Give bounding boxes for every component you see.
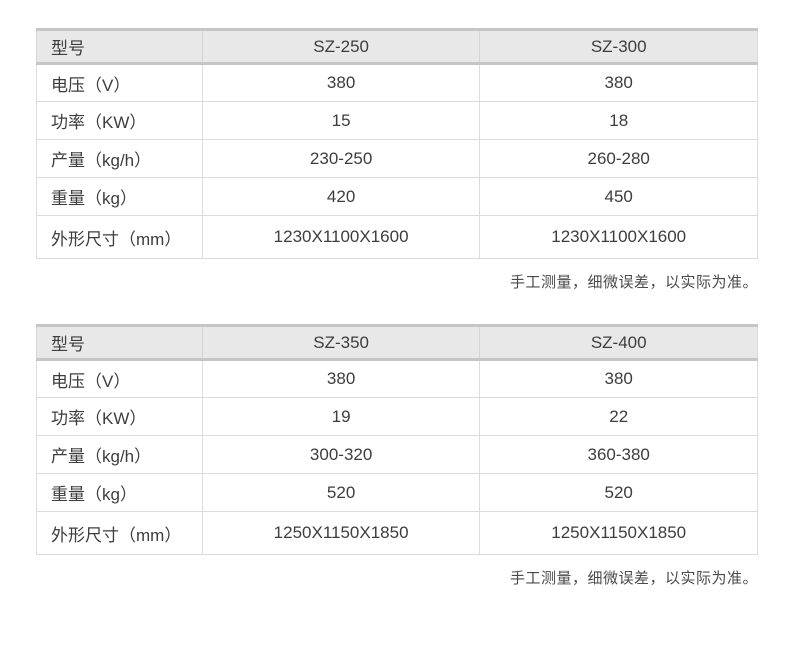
spec-label-cell: 电压（V） xyxy=(36,63,203,102)
spec-label-cell: 产量（kg/h） xyxy=(36,139,203,178)
spec-label-cell: 重量（kg） xyxy=(36,473,203,512)
spec-value-cell: 520 xyxy=(479,473,758,512)
table-row: 电压（V） 380 380 xyxy=(36,359,758,398)
table-row: 产量（kg/h） 230-250 260-280 xyxy=(36,139,758,178)
table-row: 重量（kg） 420 450 xyxy=(36,177,758,216)
spec-value-cell: 380 xyxy=(201,359,481,398)
spec-value-cell: 450 xyxy=(479,177,758,216)
spec-label-cell: 功率（KW） xyxy=(36,101,203,140)
spec-table-1-header: 型号 SZ-250 SZ-300 xyxy=(36,28,758,65)
spec-table-block-2: 型号 SZ-350 SZ-400 电压（V） 380 380 功率（KW） 19 22 产量（k… xyxy=(36,292,758,555)
spec-table-2: 型号 SZ-350 SZ-400 电压（V） 380 380 功率（KW） 19 22 产量（k… xyxy=(36,324,758,555)
spec-value-cell: 420 xyxy=(201,177,481,216)
spec-label-cell: 外形尺寸（mm） xyxy=(36,511,203,555)
spec-value-cell: 1230X1100X1600 xyxy=(201,215,481,259)
spec-label-cell: 功率（KW） xyxy=(36,397,203,436)
spec-value-cell: 380 xyxy=(201,63,481,102)
spec-value-cell: 230-250 xyxy=(201,139,481,178)
spec-table-1: 型号 SZ-250 SZ-300 电压（V） 380 380 功率（KW） 15 18 产量（k… xyxy=(36,28,758,259)
table-row: 功率（KW） 19 22 xyxy=(36,397,758,436)
spec-table-2-body: 电压（V） 380 380 功率（KW） 19 22 产量（kg/h） 300-320 360-… xyxy=(36,359,758,555)
spec-label-cell: 产量（kg/h） xyxy=(36,435,203,474)
spec-value-cell: 1250X1150X1850 xyxy=(201,511,481,555)
header-row: 型号 SZ-350 SZ-400 xyxy=(36,324,758,361)
spec-value-cell: 18 xyxy=(479,101,758,140)
model-header-cell: 型号 xyxy=(36,324,203,361)
spec-value-cell: 22 xyxy=(479,397,758,436)
spec-value-cell: 300-320 xyxy=(201,435,481,474)
spec-table-1-body: 电压（V） 380 380 功率（KW） 15 18 产量（kg/h） 230-250 260-… xyxy=(36,63,758,259)
measurement-note: 手工测量，细微误差，以实际为准。 xyxy=(509,274,758,291)
spec-value-cell: 19 xyxy=(201,397,481,436)
table-row: 外形尺寸（mm） 1250X1150X1850 1250X1150X1850 xyxy=(36,511,758,555)
spec-value-cell: 1250X1150X1850 xyxy=(479,511,758,555)
model-header-cell: 型号 xyxy=(36,28,203,65)
table-row: 外形尺寸（mm） 1230X1100X1600 1230X1100X1600 xyxy=(36,215,758,259)
spec-table-block-1: 型号 SZ-250 SZ-300 电压（V） 380 380 功率（KW） 15 18 产量（k… xyxy=(36,0,758,259)
spec-label-cell: 重量（kg） xyxy=(36,177,203,216)
model-name-cell: SZ-350 xyxy=(201,324,481,361)
spec-label-cell: 外形尺寸（mm） xyxy=(36,215,203,259)
measurement-note: 手工测量，细微误差，以实际为准。 xyxy=(509,570,758,587)
spec-value-cell: 15 xyxy=(201,101,481,140)
spec-table-2-header: 型号 SZ-350 SZ-400 xyxy=(36,324,758,361)
model-name-cell: SZ-300 xyxy=(479,28,758,65)
model-name-cell: SZ-400 xyxy=(479,324,758,361)
spec-value-cell: 380 xyxy=(479,359,758,398)
spec-label-cell: 电压（V） xyxy=(36,359,203,398)
table-row: 电压（V） 380 380 xyxy=(36,63,758,102)
header-row: 型号 SZ-250 SZ-300 xyxy=(36,28,758,65)
spec-value-cell: 1230X1100X1600 xyxy=(479,215,758,259)
table-row: 功率（KW） 15 18 xyxy=(36,101,758,140)
spec-value-cell: 520 xyxy=(201,473,481,512)
table-row: 重量（kg） 520 520 xyxy=(36,473,758,512)
model-name-cell: SZ-250 xyxy=(201,28,481,65)
spec-value-cell: 380 xyxy=(479,63,758,102)
table-row: 产量（kg/h） 300-320 360-380 xyxy=(36,435,758,474)
spec-value-cell: 360-380 xyxy=(479,435,758,474)
spec-value-cell: 260-280 xyxy=(479,139,758,178)
